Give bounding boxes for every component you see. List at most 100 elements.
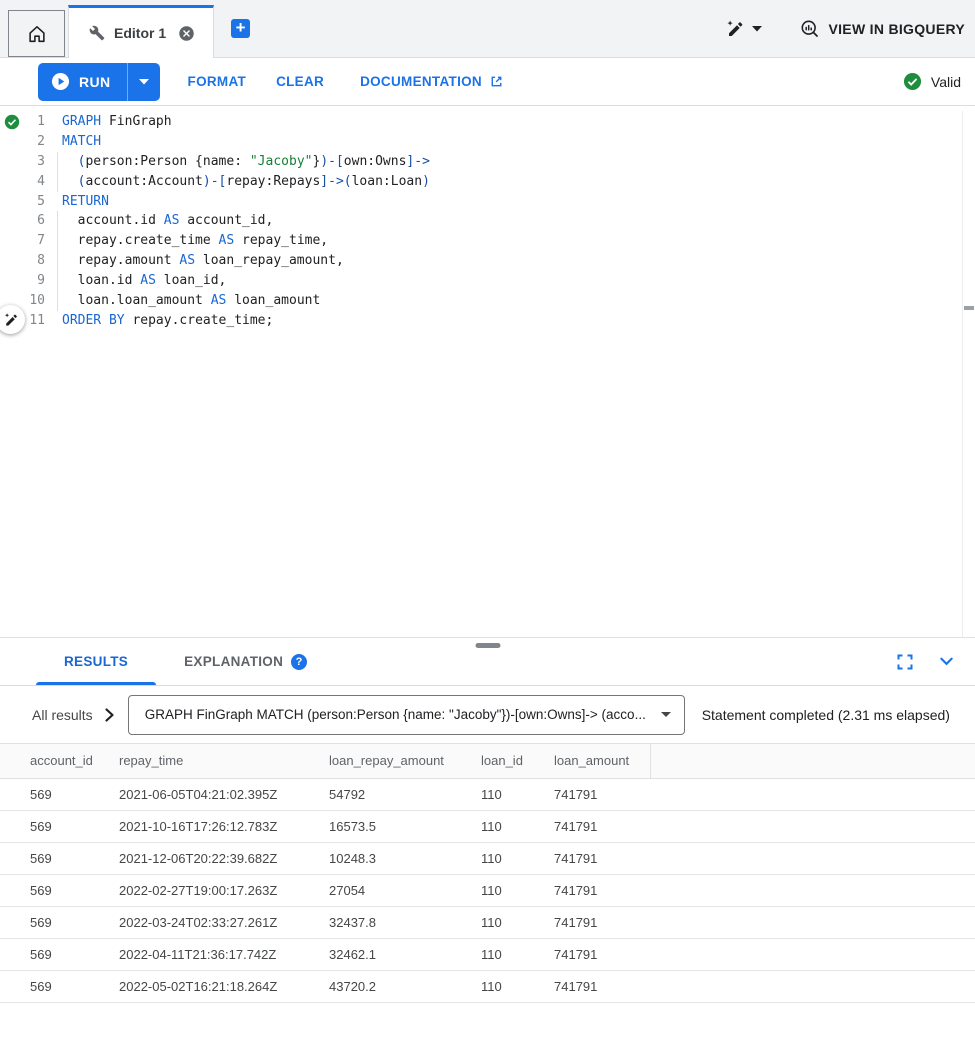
play-circle-icon: [51, 72, 70, 91]
table-cell: 110: [481, 970, 554, 1003]
column-header: loan_amount: [554, 744, 650, 779]
line-number: 4: [37, 173, 45, 189]
run-button[interactable]: RUN: [38, 62, 127, 101]
table-cell: 741791: [554, 874, 650, 907]
tab-explanation[interactable]: EXPLANATION ?: [156, 638, 335, 685]
code-line[interactable]: 4 (account:Account)-[repay:Repays]->(loa…: [0, 171, 975, 192]
tab-results[interactable]: RESULTS: [36, 638, 157, 685]
run-options-button[interactable]: [126, 62, 160, 101]
home-icon: [28, 25, 45, 42]
table-cell: 569: [0, 778, 119, 811]
sql-editor[interactable]: 1 GRAPH FinGraph 2 MATCH 3 (person:Person {n…: [0, 106, 975, 637]
code-line[interactable]: 7 repay.create_time AS repay_time,: [0, 231, 975, 252]
table-cell: 110: [481, 874, 554, 907]
table-row: 569 2021-12-06T20:22:39.682Z 10248.3 110 741…: [0, 842, 975, 875]
line-number: 9: [37, 273, 45, 289]
line-number: 1: [37, 114, 45, 129]
code-line[interactable]: 1 GRAPH FinGraph: [0, 112, 975, 132]
ai-assist-menu-button[interactable]: [725, 19, 763, 39]
table-cell: 741791: [554, 938, 650, 971]
code-line[interactable]: 3 (person:Person {name: "Jacoby"})-[own:…: [0, 151, 975, 172]
table-cell: 569: [0, 938, 119, 971]
line-number: 2: [37, 133, 45, 149]
panel-resize-handle[interactable]: [475, 643, 500, 648]
statement-dropdown[interactable]: GRAPH FinGraph MATCH (person:Person {nam…: [127, 694, 685, 735]
validation-status: Valid: [903, 72, 961, 91]
scrollbar-thumb[interactable]: [964, 306, 974, 310]
column-header: loan_id: [481, 744, 554, 779]
new-tab-button[interactable]: +: [231, 19, 251, 38]
tabbar-actions: VIEW IN BIGQUERY: [725, 0, 975, 57]
table-cell: 27054: [329, 874, 481, 907]
code-line[interactable]: 5 RETURN: [0, 192, 975, 212]
results-panel: RESULTS EXPLANATION ? All results GRAPH …: [0, 637, 975, 1003]
editor-scrollbar[interactable]: [962, 111, 975, 637]
code-line[interactable]: 11 ORDER BY repay.create_time;: [0, 311, 975, 331]
table-cell: 2021-06-05T04:21:02.395Z: [119, 778, 329, 811]
ai-edit-gutter-button[interactable]: [0, 305, 25, 334]
table-cell: 741791: [554, 906, 650, 939]
collapse-panel-button[interactable]: [938, 653, 955, 670]
code-lines: 1 GRAPH FinGraph 2 MATCH 3 (person:Person {n…: [0, 112, 975, 331]
table-cell: 569: [0, 842, 119, 875]
code-line[interactable]: 2 MATCH: [0, 132, 975, 152]
table-row: 569 2022-03-24T02:33:27.261Z 32437.8 110 741…: [0, 906, 975, 939]
table-cell: 32462.1: [329, 938, 481, 971]
table-cell: 43720.2: [329, 970, 481, 1003]
table-cell: 2022-05-02T16:21:18.264Z: [119, 970, 329, 1003]
fullscreen-button[interactable]: [896, 653, 914, 671]
all-results-label: All results: [32, 706, 93, 723]
code-line[interactable]: 9 loan.id AS loan_id,: [0, 271, 975, 291]
table-cell: 110: [481, 842, 554, 875]
column-header-filler: [649, 744, 975, 779]
column-header: loan_repay_amount: [329, 744, 481, 779]
table-row: 569 2022-02-27T19:00:17.263Z 27054 110 74179…: [0, 874, 975, 907]
table-cell: 569: [0, 810, 119, 843]
view-in-bigquery-button[interactable]: VIEW IN BIGQUERY: [800, 19, 965, 39]
tab-editor-1[interactable]: Editor 1: [68, 5, 215, 58]
table-cell-filler: [650, 810, 975, 843]
chevron-down-icon: [940, 657, 953, 666]
documentation-link[interactable]: DOCUMENTATION: [360, 74, 504, 89]
line-number: 5: [37, 193, 45, 209]
table-cell: 32437.8: [329, 906, 481, 939]
format-button[interactable]: FORMAT: [187, 74, 247, 89]
magic-pencil-icon: [727, 20, 743, 36]
fullscreen-icon: [897, 654, 913, 669]
table-row: 569 2022-05-02T16:21:18.264Z 43720.2 110 741…: [0, 970, 975, 1003]
code-line[interactable]: 8 repay.amount AS loan_repay_amount,: [0, 251, 975, 272]
table-cell: 16573.5: [329, 810, 481, 843]
table-cell-filler: [650, 938, 975, 971]
chevron-down-small-icon: [752, 25, 763, 31]
code-line[interactable]: 6 account.id AS account_id,: [0, 211, 975, 232]
statement-dropdown-value: GRAPH FinGraph MATCH (person:Person {nam…: [144, 707, 646, 722]
chevron-right-icon[interactable]: [99, 705, 119, 725]
close-tab-button[interactable]: [178, 25, 195, 42]
table-cell: 110: [481, 906, 554, 939]
table-cell: 569: [0, 874, 119, 907]
table-cell: 2022-04-11T21:36:17.742Z: [119, 938, 329, 971]
code-line[interactable]: 10 loan.loan_amount AS loan_amount: [0, 291, 975, 311]
table-cell-filler: [650, 842, 975, 875]
bigquery-icon: [801, 19, 819, 37]
table-cell: 110: [481, 778, 554, 811]
clear-button[interactable]: CLEAR: [276, 74, 325, 89]
statement-status: Statement completed (2.31 ms elapsed): [701, 706, 950, 723]
table-cell: 110: [481, 810, 554, 843]
table-cell: 741791: [554, 810, 650, 843]
table-cell: 2021-12-06T20:22:39.682Z: [119, 842, 329, 875]
line-valid-badge: [4, 114, 20, 130]
line-number: 11: [29, 312, 45, 328]
home-tab-button[interactable]: [8, 10, 65, 57]
chevron-down-small-icon: [138, 78, 149, 84]
line-number: 8: [37, 253, 45, 269]
table-cell-filler: [650, 970, 975, 1003]
results-tab-bar: RESULTS EXPLANATION ?: [0, 638, 975, 686]
valid-label: Valid: [930, 73, 961, 90]
view-in-bigquery-label: VIEW IN BIGQUERY: [828, 20, 965, 37]
table-cell: 54792: [329, 778, 481, 811]
line-number: 3: [37, 153, 45, 169]
help-icon[interactable]: ?: [291, 653, 308, 670]
line-number: 6: [37, 213, 45, 229]
